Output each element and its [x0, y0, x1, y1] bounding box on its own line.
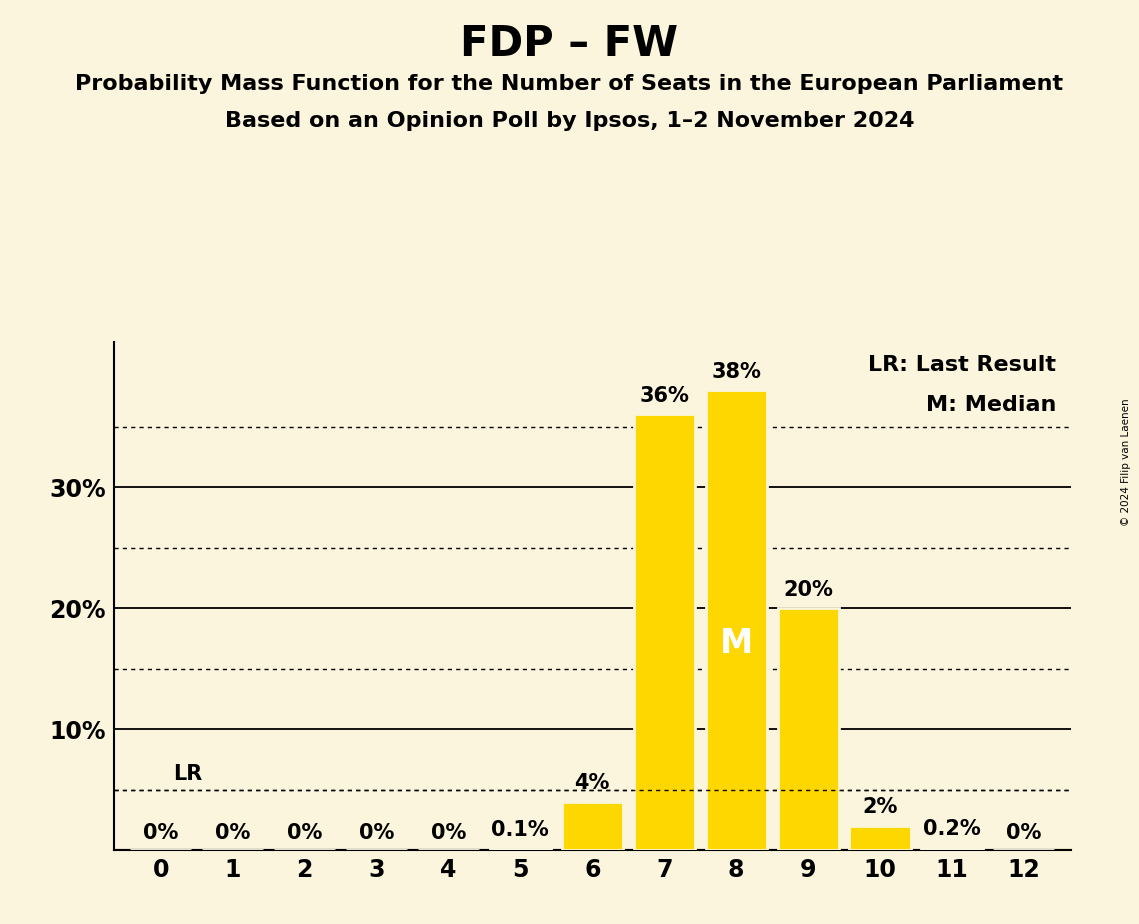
Bar — [490, 849, 551, 850]
Text: 0%: 0% — [144, 822, 179, 843]
Text: 2%: 2% — [862, 797, 898, 818]
Text: 38%: 38% — [711, 362, 761, 382]
Text: 36%: 36% — [639, 386, 689, 406]
Text: M: M — [720, 626, 753, 660]
Bar — [705, 390, 767, 850]
Text: 20%: 20% — [784, 579, 833, 600]
Text: 0%: 0% — [287, 822, 322, 843]
Bar — [850, 826, 910, 850]
Text: 0.2%: 0.2% — [923, 820, 981, 839]
Text: Based on an Opinion Poll by Ipsos, 1–2 November 2024: Based on an Opinion Poll by Ipsos, 1–2 N… — [224, 111, 915, 131]
Text: Probability Mass Function for the Number of Seats in the European Parliament: Probability Mass Function for the Number… — [75, 74, 1064, 94]
Text: LR: LR — [173, 763, 203, 784]
Bar — [778, 608, 838, 850]
Text: 0%: 0% — [215, 822, 251, 843]
Text: 0%: 0% — [359, 822, 394, 843]
Text: 0.1%: 0.1% — [491, 821, 549, 841]
Bar — [921, 847, 983, 850]
Text: 0%: 0% — [431, 822, 466, 843]
Bar — [562, 802, 623, 850]
Text: M: Median: M: Median — [926, 395, 1056, 415]
Text: LR: Last Result: LR: Last Result — [868, 355, 1056, 374]
Text: FDP – FW: FDP – FW — [460, 23, 679, 65]
Bar — [633, 415, 695, 850]
Text: © 2024 Filip van Laenen: © 2024 Filip van Laenen — [1121, 398, 1131, 526]
Text: 0%: 0% — [1006, 822, 1041, 843]
Text: 4%: 4% — [574, 773, 611, 793]
